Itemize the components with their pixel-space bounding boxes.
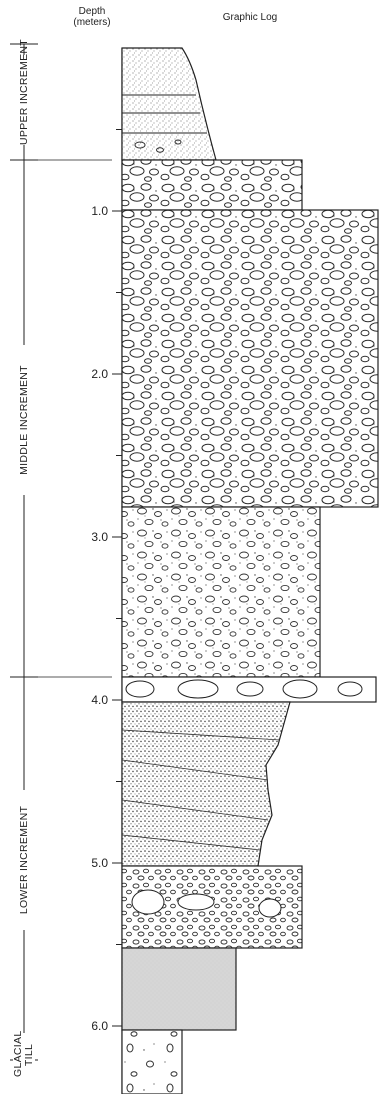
cobble: [337, 681, 363, 697]
layer-glacial-till: [121, 1029, 183, 1094]
cobble: [236, 681, 264, 697]
layer-middle-pebbly-sand: [121, 506, 321, 678]
depth-tick-label: 2.0: [91, 367, 108, 381]
increment-label: GLACIAL TILL: [12, 1030, 35, 1077]
cobble: [177, 679, 219, 699]
crossbed-line: [121, 834, 261, 851]
large-clast: [177, 893, 215, 911]
pebble: [156, 147, 164, 153]
increment-label: LOWER INCREMENT: [18, 790, 30, 930]
depth-tick-label: 6.0: [91, 1019, 108, 1033]
large-clast: [131, 889, 165, 915]
depth-axis: 1.0 2.0 3.0 4.0 5.0 6.0: [91, 48, 123, 1094]
depth-axis-header: Depth (meters): [62, 6, 122, 28]
pebble: [134, 141, 146, 149]
depth-header-line2: (meters): [73, 17, 111, 28]
layer-lower-crossbedded-sand: [121, 701, 291, 867]
graphic-log-header: Graphic Log: [222, 12, 278, 23]
crossbed-line: [121, 729, 281, 741]
layer-middle-coarse-gravel: [121, 159, 303, 211]
log-column: [121, 47, 379, 1094]
layer-lower-silt: [121, 947, 237, 1031]
layer-middle-cobble-gravel: [121, 209, 379, 508]
depth-tick-label: 3.0: [91, 530, 108, 544]
large-clast: [258, 898, 282, 918]
cobble: [125, 680, 155, 698]
cobble: [282, 679, 318, 699]
depth-tick-label: 5.0: [91, 856, 108, 870]
pebble: [174, 139, 182, 145]
depth-tick-label: 4.0: [91, 693, 108, 707]
crossbed-line: [121, 799, 269, 821]
increment-label: MIDDLE INCREMENT: [18, 345, 30, 495]
layer-upper-fine-sand: [121, 47, 217, 161]
depth-header-line1: Depth: [78, 6, 106, 17]
crossbed-line: [121, 759, 269, 781]
depth-tick-label: 1.0: [91, 204, 108, 218]
increment-label: UPPER INCREMENT: [18, 38, 30, 145]
